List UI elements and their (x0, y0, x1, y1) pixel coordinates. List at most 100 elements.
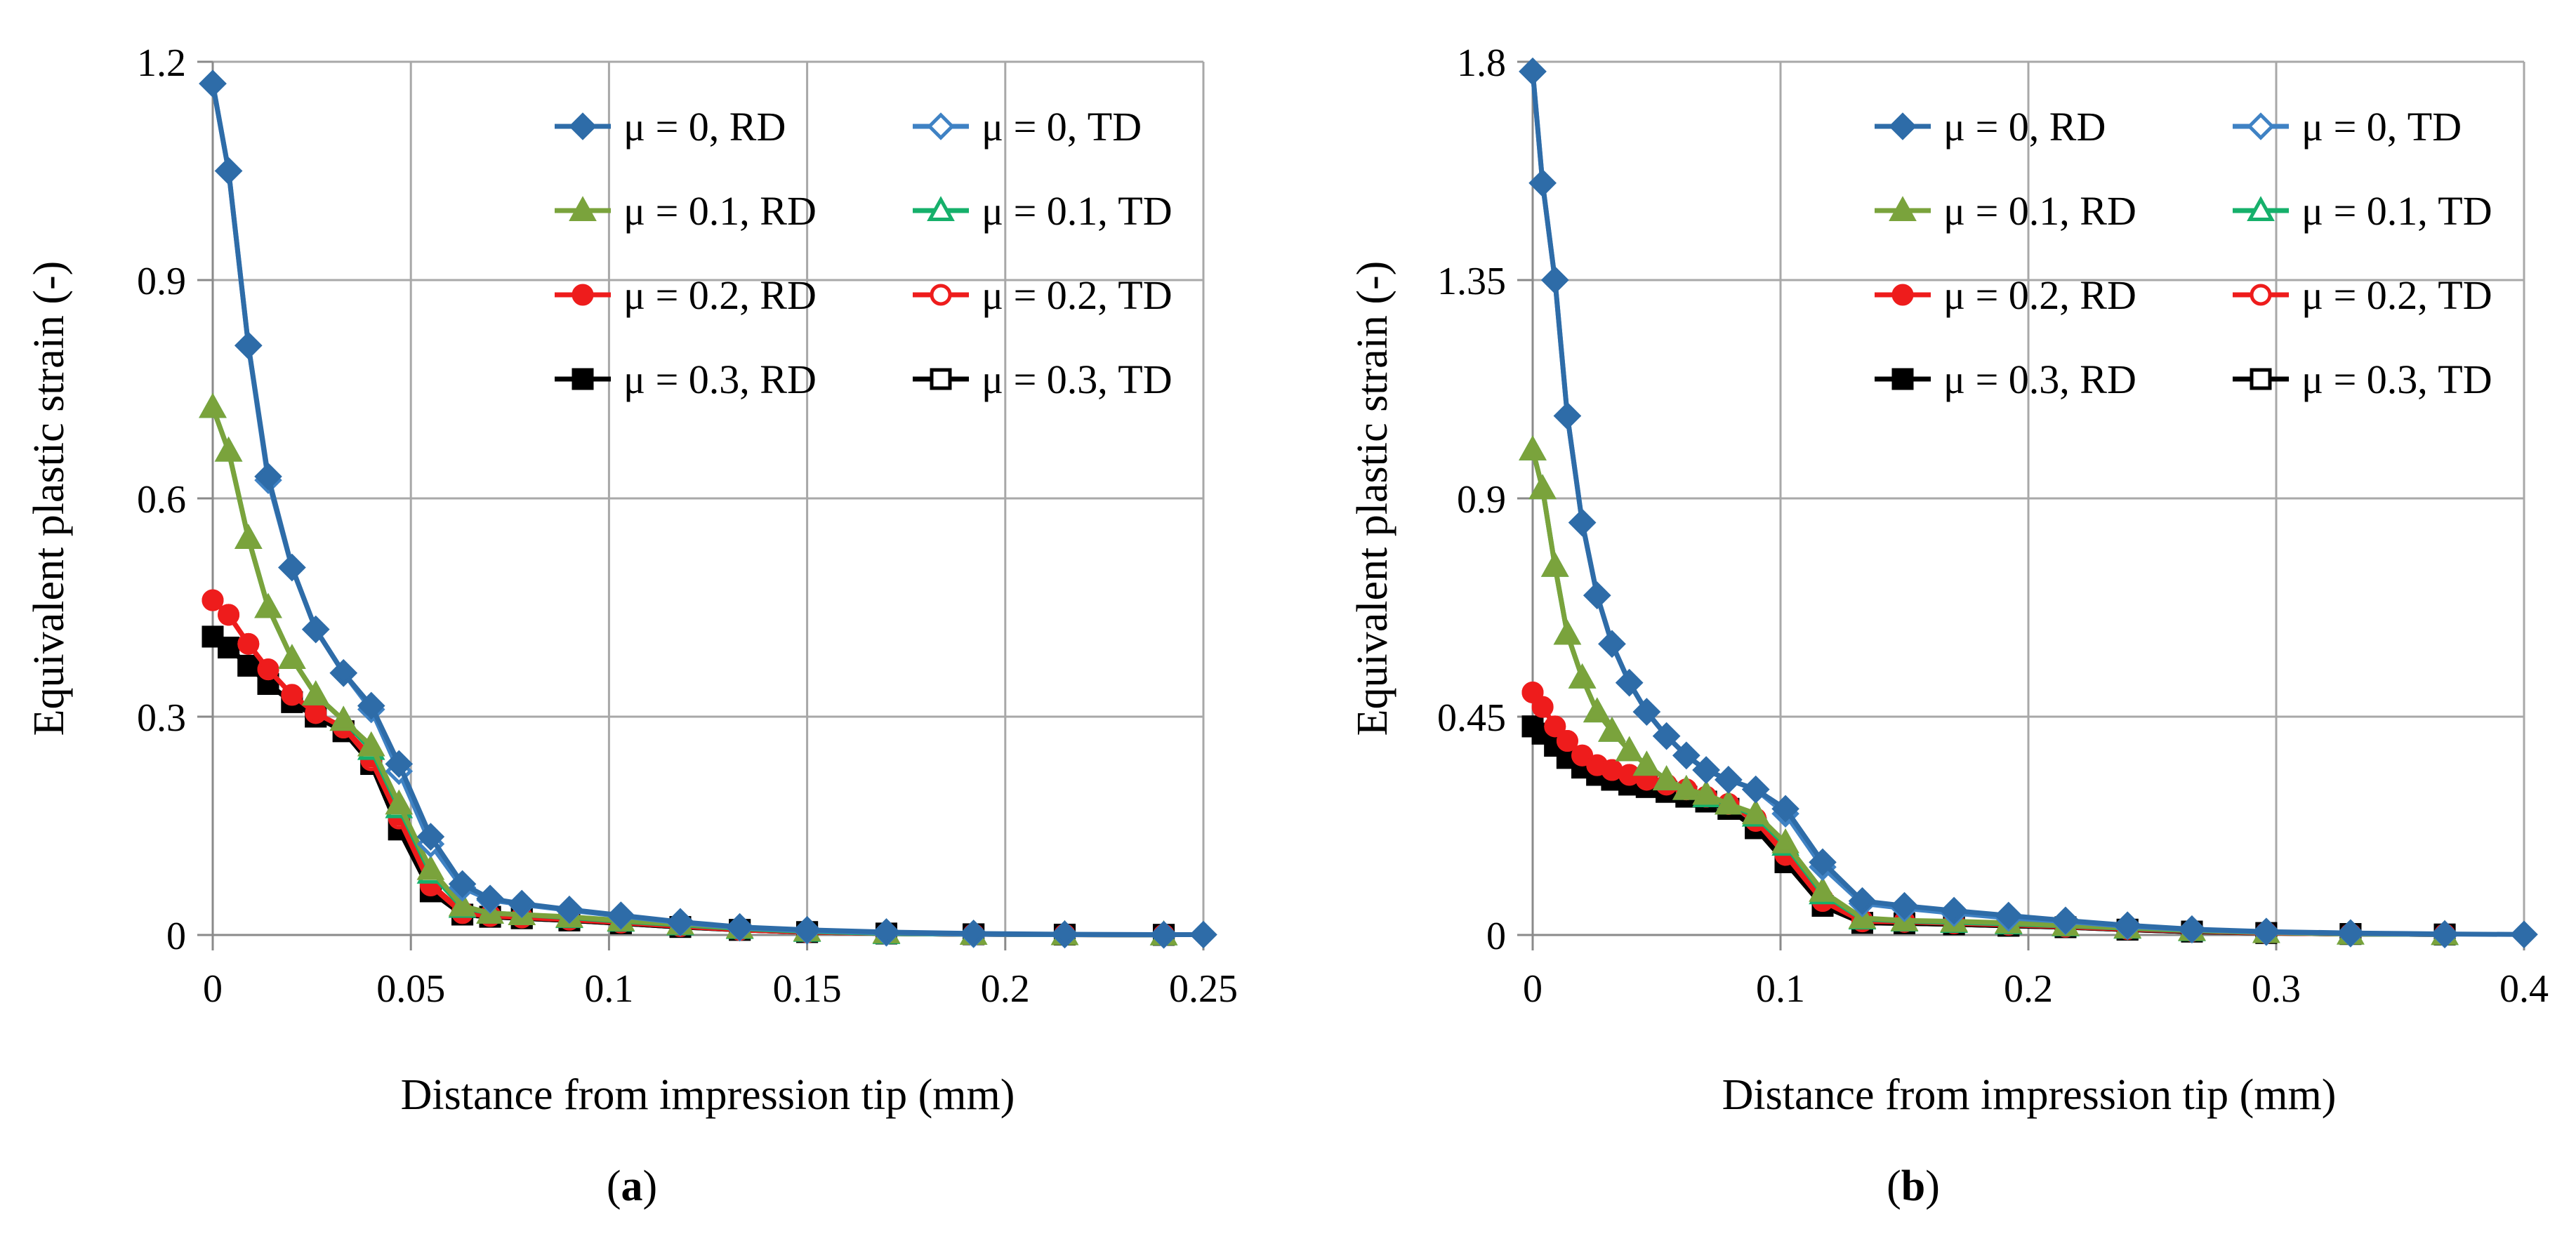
data-point (1672, 774, 1700, 800)
data-point (305, 702, 327, 724)
y-tick-label: 0.3 (137, 696, 186, 740)
series-line (1530, 449, 2445, 937)
data-point (1741, 775, 1770, 804)
x-tick-label: 0 (203, 967, 223, 1011)
legend-label: μ = 0.2, RD (623, 272, 817, 318)
legend-label: μ = 0.3, RD (623, 357, 817, 402)
legend-label: μ = 0.1, RD (1943, 188, 2136, 234)
legend-marker (569, 112, 597, 140)
legend-item: μ = 0.1, TD (2233, 188, 2492, 234)
data-point (214, 157, 243, 185)
data-point (1848, 887, 1877, 915)
series-line (211, 635, 1164, 938)
series-line (211, 598, 1164, 938)
data-point (1540, 266, 1569, 294)
data-point (1189, 920, 1217, 949)
y-tick-label: 0.6 (137, 478, 186, 522)
legend-label: μ = 0, RD (623, 104, 786, 150)
legend-label: μ = 0.1, TD (982, 188, 1173, 234)
legend-label: μ = 0.2, TD (982, 272, 1173, 318)
legend-b: μ = 0, RD μ = 0, TD μ = 0.1, RD μ = 0.1, TD… (1875, 104, 2492, 402)
panel-label-a-letter: a (621, 1162, 643, 1210)
legend-item: μ = 0.2, RD (1875, 272, 2136, 318)
x-tick-label: 0.15 (773, 967, 842, 1011)
series-a-5 (202, 589, 1175, 946)
legend-label: μ = 0.3, RD (1943, 357, 2136, 402)
legend-label: μ = 0.1, RD (623, 188, 817, 234)
legend-marker (572, 368, 594, 390)
data-point (1692, 779, 1720, 805)
data-point (1632, 698, 1661, 726)
x-axis-title: Distance from impression tip (mm) (1722, 1071, 2337, 1119)
legend-item: μ = 0, RD (555, 104, 786, 150)
data-point (666, 908, 694, 936)
data-point (1528, 168, 1557, 197)
y-tick-label: 0.9 (1457, 478, 1506, 522)
data-point (1615, 736, 1644, 762)
data-point (1741, 799, 1770, 825)
data-point (385, 789, 414, 815)
data-point (278, 644, 306, 670)
legend-item: μ = 0.1, RD (1875, 188, 2136, 234)
legend-label: μ = 0, RD (1943, 104, 2106, 150)
y-tick-label: 0.9 (137, 260, 186, 303)
legend-marker (569, 196, 597, 221)
data-point (329, 705, 358, 731)
data-point (235, 331, 263, 360)
panel-label-a: (a) (607, 1162, 657, 1210)
data-point (2052, 906, 2080, 935)
data-point (1528, 474, 1557, 500)
data-point (1544, 715, 1566, 738)
series-line (1530, 449, 2445, 937)
legend-label: μ = 0, TD (2301, 104, 2462, 150)
data-point (1571, 744, 1594, 767)
legend-label: μ = 0.3, TD (982, 357, 1173, 402)
legend-marker (930, 368, 952, 390)
legend-marker (930, 284, 952, 306)
data-point (199, 392, 227, 418)
legend-marker (2250, 368, 2272, 390)
legend-item: μ = 0.3, TD (2233, 357, 2492, 402)
data-point (1556, 730, 1578, 752)
legend-item: μ = 0, TD (2233, 104, 2462, 150)
data-point (1149, 920, 1178, 949)
series-b-3 (1519, 435, 2459, 946)
data-point (1540, 552, 1569, 577)
data-point (234, 524, 263, 549)
data-point (218, 604, 240, 626)
legend-marker (1889, 196, 1917, 221)
legend-a: μ = 0, RD μ = 0, TD μ = 0.1, RD μ = 0.1, TD… (555, 104, 1173, 402)
data-point (1632, 750, 1661, 776)
data-point (2431, 920, 2459, 948)
series-b-6 (1521, 715, 2456, 946)
legend-marker (2247, 112, 2275, 140)
y-axis-title: Equivalent plastic strain (-) (25, 261, 73, 736)
x-tick-label: 0.2 (2004, 967, 2053, 1011)
data-point (278, 553, 306, 582)
legend-marker (2247, 196, 2275, 221)
data-point (254, 592, 282, 618)
legend-label: μ = 0.2, TD (2301, 272, 2492, 318)
chart-panel-a: (a) 0 0.05 0.1 0.15 0.2 0.25 0 0.3 0.6 0.9 1.2 Dist… (25, 41, 1238, 1210)
data-point (2510, 920, 2538, 949)
data-point (1771, 795, 1799, 823)
legend-marker (927, 112, 955, 140)
data-point (793, 915, 821, 944)
legend-marker (1891, 284, 1914, 306)
data-point (1809, 877, 1837, 902)
data-point (202, 625, 224, 648)
panel-label-b: (b) (1887, 1162, 1940, 1210)
x-axis-title: Distance from impression tip (mm) (401, 1071, 1015, 1119)
legend-label: μ = 0.2, RD (1943, 272, 2136, 318)
data-point (1598, 716, 1626, 742)
data-point (1809, 848, 1837, 877)
legend-marker (2250, 284, 2272, 306)
data-point (1615, 668, 1644, 697)
data-point (959, 920, 988, 948)
data-point (385, 750, 414, 778)
data-point (476, 884, 504, 913)
legend-item: μ = 0, TD (913, 104, 1142, 150)
data-point (1715, 766, 1743, 794)
data-point (1652, 722, 1681, 750)
y-tick-label: 1.8 (1457, 41, 1506, 85)
